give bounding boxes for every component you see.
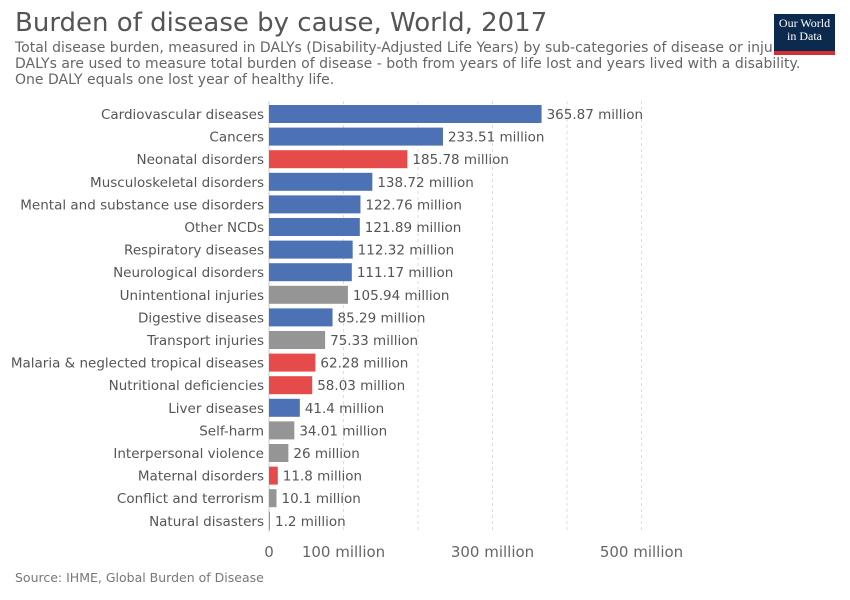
- category-label: Other NCDs: [184, 220, 264, 236]
- value-label: 112.32 million: [358, 243, 455, 259]
- category-label: Self-harm: [199, 423, 264, 439]
- subtitle-line: One DALY equals one lost year of healthy…: [15, 72, 335, 88]
- x-tick-label: 500 million: [600, 543, 683, 561]
- x-tick-label: 0: [264, 543, 274, 561]
- bar: [269, 263, 352, 282]
- bar: [269, 444, 289, 462]
- value-label: 62.28 million: [320, 356, 408, 372]
- bar-chart: Cardiovascular diseases 365.87 million Can…: [11, 101, 683, 561]
- bar: [269, 331, 326, 349]
- x-tick-label: 300 million: [451, 543, 534, 561]
- category-label: Musculoskeletal disorders: [90, 175, 264, 191]
- bar: [269, 218, 360, 236]
- owid-logo[interactable]: Our World in Data: [774, 14, 835, 55]
- bar: [269, 285, 348, 304]
- category-label: Transport injuries: [146, 333, 264, 349]
- value-label: 121.89 million: [365, 220, 462, 236]
- value-label: 185.78 million: [412, 152, 509, 168]
- category-label: Maternal disorders: [138, 469, 264, 485]
- category-label: Conflict and terrorism: [117, 491, 264, 507]
- subtitle-line: Total disease burden, measured in DALYs …: [15, 40, 790, 56]
- bar: [269, 376, 313, 395]
- subtitle-line: DALYs are used to measure total burden o…: [15, 56, 801, 72]
- category-label: Respiratory diseases: [124, 243, 264, 259]
- value-label: 85.29 million: [338, 310, 426, 326]
- bar: [269, 421, 295, 440]
- value-label: 58.03 million: [317, 378, 405, 394]
- value-label: 1.2 million: [275, 514, 346, 530]
- bar: [269, 195, 361, 214]
- logo-line: Our World: [778, 16, 831, 30]
- value-label: 34.01 million: [299, 423, 387, 439]
- value-label: 105.94 million: [353, 288, 450, 304]
- category-label: Cardiovascular diseases: [101, 107, 264, 123]
- category-label: Unintentional injuries: [120, 288, 264, 304]
- category-label: Interpersonal violence: [113, 446, 264, 462]
- chart-subtitle: Total disease burden, measured in DALYs …: [15, 40, 835, 88]
- value-label: 111.17 million: [357, 265, 454, 281]
- value-label: 138.72 million: [377, 175, 474, 191]
- bar: [269, 489, 277, 508]
- bar: [269, 511, 270, 530]
- bar: [269, 172, 373, 191]
- bar: [269, 240, 353, 259]
- category-label: Mental and substance use disorders: [20, 197, 264, 213]
- source-note: Source: IHME, Global Burden of Disease: [15, 570, 264, 585]
- bar: [269, 127, 443, 146]
- category-label: Malaria & neglected tropical diseases: [11, 356, 264, 372]
- bar: [269, 466, 278, 485]
- category-label: Cancers: [209, 130, 264, 146]
- bar: [269, 105, 542, 123]
- value-label: 26 million: [293, 446, 359, 462]
- value-label: 122.76 million: [365, 197, 462, 213]
- category-label: Natural disasters: [149, 514, 264, 530]
- chart-title: Burden of disease by cause, World, 2017: [15, 8, 548, 38]
- value-label: 11.8 million: [283, 469, 362, 485]
- value-label: 41.4 million: [305, 401, 384, 417]
- bar: [269, 308, 333, 327]
- logo-line: in Data: [787, 29, 822, 43]
- value-label: 10.1 million: [282, 491, 361, 507]
- bar: [269, 150, 408, 169]
- category-label: Liver diseases: [168, 401, 264, 417]
- category-label: Nutritional deficiencies: [109, 378, 264, 394]
- value-label: 75.33 million: [330, 333, 418, 349]
- value-label: 233.51 million: [448, 130, 545, 146]
- category-label: Digestive diseases: [138, 310, 264, 326]
- category-label: Neurological disorders: [113, 265, 264, 281]
- value-label: 365.87 million: [547, 107, 644, 123]
- category-label: Neonatal disorders: [137, 152, 265, 168]
- bar: [269, 353, 316, 372]
- bar: [269, 398, 300, 417]
- x-tick-label: 100 million: [302, 543, 385, 561]
